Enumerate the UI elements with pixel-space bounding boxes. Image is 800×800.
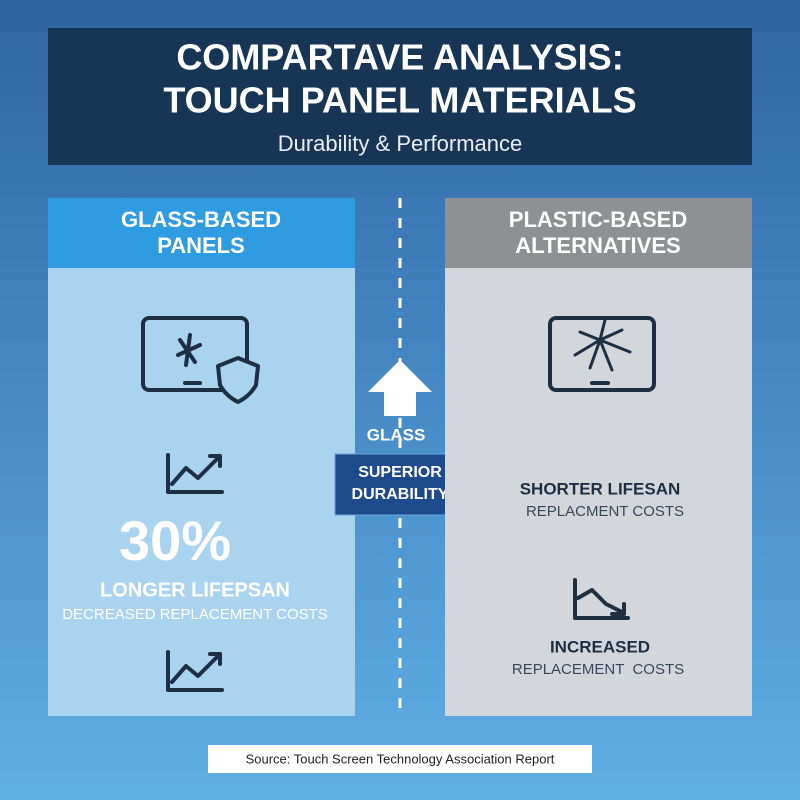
point: SHORTER LIFESAN bbox=[520, 479, 681, 498]
plastic-panel-header bbox=[445, 198, 752, 268]
source: Source: Touch Screen Technology Associat… bbox=[246, 751, 555, 766]
trend-down-icon bbox=[573, 578, 630, 620]
panel-title: GLASS-BASED bbox=[121, 207, 281, 232]
glass-panel bbox=[48, 198, 355, 716]
stat: 30% bbox=[119, 509, 231, 572]
tablet-shield-icon bbox=[141, 316, 260, 404]
panel-title: ALTERNATIVES bbox=[515, 233, 680, 258]
plastic-panel bbox=[445, 198, 752, 716]
trend-up-icon bbox=[166, 453, 224, 494]
panel-title: PANELS bbox=[157, 233, 245, 258]
panel-title: PLASTIC-BASED bbox=[509, 207, 687, 232]
stat-label: LONGER LIFEPSAN bbox=[100, 579, 290, 601]
note: DECREASED REPLACEMENT COSTS bbox=[62, 606, 328, 623]
badge bbox=[334, 453, 466, 516]
trend-up-icon bbox=[166, 650, 224, 692]
header-box bbox=[48, 28, 752, 165]
source-box bbox=[208, 745, 592, 773]
point-note: REPLACEMENT COSTS bbox=[512, 661, 684, 678]
title-line: COMPARTAVE ANALYSIS: bbox=[176, 37, 623, 78]
point: INCREASED bbox=[550, 637, 650, 656]
badge-text: DURABILITY bbox=[352, 486, 449, 503]
title-line: TOUCH PANEL MATERIALS bbox=[163, 80, 636, 121]
point-note: REPLACMENT COSTS bbox=[526, 503, 684, 520]
badge-text: SUPERIOR bbox=[358, 464, 442, 481]
cracked-tablet-icon bbox=[548, 316, 656, 392]
up-arrow bbox=[368, 360, 432, 416]
center-label: GLASS bbox=[367, 425, 426, 444]
glass-panel-header bbox=[48, 198, 355, 268]
subtitle: Durability & Performance bbox=[278, 131, 523, 156]
